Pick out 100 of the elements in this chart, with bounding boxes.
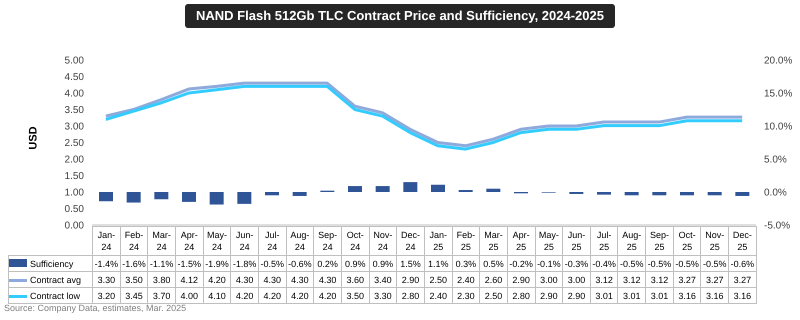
data-label: 3.27 <box>700 272 729 288</box>
data-label: 3.12 <box>590 272 618 288</box>
data-label: -0.1% <box>535 256 563 272</box>
data-label: -0.6% <box>728 256 756 272</box>
y-tick-label: 1.50 <box>64 171 84 182</box>
data-label: 3.01 <box>646 288 674 304</box>
data-label: 0.3% <box>452 256 480 272</box>
x-tick-label: Dec-25 <box>729 229 756 253</box>
x-tick-label: Jun-24 <box>231 229 258 253</box>
data-label: 4.20 <box>258 288 286 304</box>
bar <box>237 192 252 204</box>
bar <box>154 192 168 200</box>
y-tick-label: 0.50 <box>64 204 84 216</box>
x-tick-label: Oct-25 <box>674 229 700 253</box>
legend-label: Contract low <box>8 288 92 304</box>
y2-tick-label: 0.0% <box>764 188 787 199</box>
data-label: 2.50 <box>424 272 452 288</box>
data-label: 1.5% <box>396 256 424 272</box>
data-label: 0.5% <box>480 256 508 272</box>
data-label: 1.1% <box>424 256 452 272</box>
x-tick-label: Jun-25 <box>563 229 590 253</box>
y2-tick-label: 5.0% <box>764 154 787 166</box>
data-label: 3.27 <box>673 272 701 288</box>
data-label: 3.00 <box>535 272 563 288</box>
bar <box>708 192 722 196</box>
data-label: -1.8% <box>230 256 258 272</box>
data-label: 4.20 <box>314 288 342 304</box>
x-tick-label: Jan-24 <box>93 229 120 253</box>
data-label: 3.12 <box>618 272 646 288</box>
y2-tick-label: 15.0% <box>764 88 792 100</box>
data-label: 3.80 <box>148 272 176 288</box>
y-axis-title: USD <box>28 126 40 150</box>
data-label: -1.1% <box>148 256 176 272</box>
data-label: -0.5% <box>700 256 729 272</box>
data-label: 2.40 <box>424 288 452 304</box>
x-tick-label: Sep-24 <box>314 229 341 253</box>
bar <box>403 182 418 192</box>
bar <box>292 192 307 196</box>
x-tick-label: Oct-24 <box>342 229 369 253</box>
x-tick-label: Jul-25 <box>590 229 618 253</box>
data-label: -1.6% <box>120 256 148 272</box>
bar <box>431 184 445 192</box>
data-label: -0.5% <box>673 256 701 272</box>
data-label: 4.20 <box>203 272 231 288</box>
data-label: 2.50 <box>480 288 508 304</box>
y-tick-label: 3.00 <box>64 122 84 133</box>
x-tick-label: Aug-25 <box>618 229 646 253</box>
legend-label: Contract avg <box>8 272 92 288</box>
data-label: 3.30 <box>92 272 120 288</box>
data-label: 3.12 <box>646 272 674 288</box>
data-label: 2.40 <box>452 272 480 288</box>
data-label: 3.16 <box>700 288 729 304</box>
data-label: 4.10 <box>203 288 231 304</box>
data-label: 2.80 <box>507 288 535 304</box>
data-label: -0.2% <box>507 256 535 272</box>
data-label: 2.80 <box>396 288 424 304</box>
data-label: 3.60 <box>341 272 370 288</box>
x-tick-label: Dec-24 <box>397 229 424 253</box>
data-label: -0.4% <box>590 256 618 272</box>
bar <box>182 192 196 202</box>
data-label: 4.12 <box>175 272 204 288</box>
chart-title: NAND Flash 512Gb TLC Contract Price and Sufficiency, 2024-2025 <box>185 4 615 28</box>
data-label: 4.30 <box>258 272 286 288</box>
x-tick-label: Mar-24 <box>148 229 175 253</box>
data-label: 2.90 <box>507 272 535 288</box>
data-label: 3.50 <box>341 288 370 304</box>
bar <box>652 192 666 196</box>
x-tick-label: Aug-24 <box>286 229 314 253</box>
x-tick-label: May-25 <box>536 229 562 253</box>
data-label: -1.9% <box>203 256 231 272</box>
data-label: 4.00 <box>175 288 204 304</box>
x-tick-label: Apr-25 <box>508 229 534 253</box>
data-label: 3.16 <box>673 288 701 304</box>
bar <box>210 192 224 205</box>
bar <box>597 192 611 195</box>
data-label: -0.6% <box>286 256 314 272</box>
data-label: 0.9% <box>369 256 397 272</box>
data-label: 4.20 <box>230 288 258 304</box>
y-tick-label: 1.00 <box>64 188 84 199</box>
x-tick-label: Feb-24 <box>120 229 148 253</box>
x-tick-label: Nov-24 <box>370 229 396 253</box>
data-label: 2.90 <box>562 288 590 304</box>
data-label: 3.00 <box>562 272 590 288</box>
data-label: 4.30 <box>230 272 258 288</box>
y-tick-label: 3.50 <box>64 105 84 116</box>
data-label: 3.30 <box>369 288 397 304</box>
data-label: 3.40 <box>369 272 397 288</box>
y2-tick-label: 10.0% <box>764 122 792 133</box>
x-tick-label: Feb-25 <box>452 229 480 253</box>
legend-label: Sufficiency <box>8 256 92 272</box>
data-label: 2.60 <box>480 272 508 288</box>
bar <box>99 192 113 202</box>
y2-tick-label: 20.0% <box>764 56 792 67</box>
data-label: -1.5% <box>175 256 204 272</box>
y-tick-label: 0.00 <box>64 220 84 232</box>
x-tick-label: Apr-24 <box>176 229 203 253</box>
data-label: -0.5% <box>618 256 646 272</box>
data-label: -0.3% <box>562 256 590 272</box>
data-label: 3.70 <box>148 288 176 304</box>
data-label: 4.20 <box>286 288 314 304</box>
